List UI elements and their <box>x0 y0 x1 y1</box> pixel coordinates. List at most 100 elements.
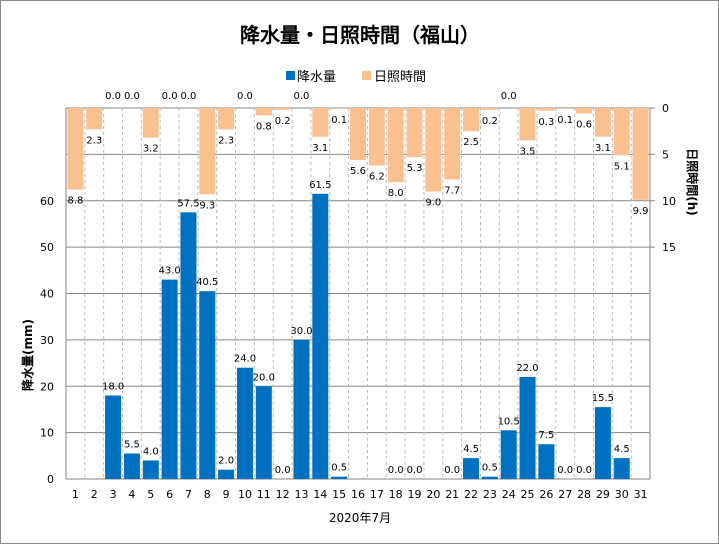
sunshine-data-label: 0.8 <box>256 121 272 132</box>
y2-tick-label: 15 <box>662 241 676 254</box>
sunshine-data-label: 0.0 <box>237 91 253 102</box>
sunshine-data-label: 0.2 <box>275 116 291 127</box>
y-axis-label: 降水量(mm) <box>20 319 35 391</box>
x-tick-label: 28 <box>577 488 591 501</box>
precip-bar <box>613 458 630 479</box>
y2-tick-label: 0 <box>662 102 669 115</box>
sunshine-data-label: 2.3 <box>218 135 234 146</box>
sunshine-bar <box>576 108 593 114</box>
x-tick-label: 19 <box>408 488 422 501</box>
sunshine-data-label: 0.0 <box>124 91 140 102</box>
precip-bar <box>500 430 517 479</box>
sunshine-bar <box>349 108 367 160</box>
legend-label-sunshine: 日照時間 <box>374 70 426 85</box>
x-axis-label: 2020年7月 <box>329 511 391 525</box>
precip-data-label: 0.0 <box>576 465 592 476</box>
precip-bar <box>161 279 178 479</box>
sunshine-data-label: 0.6 <box>576 120 592 131</box>
sunshine-bar <box>519 108 536 141</box>
legend-label-precip: 降水量 <box>297 70 336 85</box>
precip-bar <box>293 339 310 479</box>
sunshine-data-label: 5.3 <box>407 163 423 174</box>
x-tick-label: 15 <box>332 488 346 501</box>
sunshine-data-label: 0.0 <box>162 91 178 102</box>
x-tick-label: 27 <box>558 488 572 501</box>
x-tick-label: 30 <box>615 488 629 501</box>
y-tick-label: 50 <box>40 241 54 254</box>
sunshine-bar <box>481 108 498 110</box>
sunshine-data-label: 0.0 <box>105 91 121 102</box>
sunshine-bar <box>444 108 461 180</box>
precip-data-label: 0.0 <box>444 465 460 476</box>
precip-data-label: 57.5 <box>177 198 199 209</box>
precip-data-label: 18.0 <box>102 382 124 393</box>
precip-bar <box>519 376 536 479</box>
sunshine-bar <box>331 108 348 109</box>
precip-bar <box>481 476 498 479</box>
y-tick-label: 20 <box>40 380 54 393</box>
precip-data-label: 0.0 <box>407 465 423 476</box>
x-tick-label: 21 <box>445 488 459 501</box>
x-tick-label: 25 <box>521 488 535 501</box>
precip-bar <box>218 469 235 479</box>
sunshine-bar <box>274 108 291 110</box>
x-tick-label: 8 <box>204 488 211 501</box>
sunshine-bar <box>406 108 423 158</box>
y-tick-label: 40 <box>40 288 54 301</box>
sunshine-data-label: 0.0 <box>294 91 310 102</box>
sunshine-bar <box>312 108 329 137</box>
y-tick-label: 0 <box>47 473 54 486</box>
sunshine-data-label: 9.9 <box>633 206 649 217</box>
x-tick-label: 5 <box>147 488 154 501</box>
precip-bar <box>236 367 253 479</box>
sunshine-data-label: 0.3 <box>538 117 554 128</box>
precip-data-label: 0.0 <box>557 465 573 476</box>
sunshine-data-label: 0.2 <box>482 116 498 127</box>
sunshine-data-label: 9.3 <box>199 200 215 211</box>
x-tick-label: 7 <box>185 488 192 501</box>
sunshine-data-label: 2.5 <box>463 137 479 148</box>
precip-data-label: 20.0 <box>253 372 275 383</box>
sunshine-bar <box>425 108 442 192</box>
precip-data-label: 24.0 <box>234 354 256 365</box>
legend-swatch-sunshine <box>362 71 371 80</box>
precip-data-label: 7.5 <box>538 430 554 441</box>
precip-bar <box>105 395 122 479</box>
sunshine-bar <box>387 108 404 183</box>
precip-data-label: 15.5 <box>592 393 614 404</box>
sunshine-data-label: 6.2 <box>369 172 385 183</box>
sunshine-bar <box>67 108 84 190</box>
precip-data-label: 40.5 <box>196 277 218 288</box>
sunshine-data-label: 5.6 <box>350 166 366 177</box>
sunshine-bar <box>613 108 630 156</box>
sunshine-bar <box>199 108 216 195</box>
y2-axis-label: 日照時間(h) <box>685 148 700 216</box>
precip-data-label: 43.0 <box>158 266 180 277</box>
x-tick-label: 22 <box>464 488 478 501</box>
sunshine-data-label: 3.1 <box>595 143 611 154</box>
x-tick-label: 29 <box>596 488 610 501</box>
sunshine-data-label: 3.1 <box>312 143 328 154</box>
precip-bar <box>180 212 197 479</box>
chart-title: 降水量・日照時間（福山） <box>240 23 480 47</box>
sunshine-data-label: 0.0 <box>180 91 196 102</box>
sunshine-data-label: 5.1 <box>614 161 630 172</box>
sunshine-bar <box>255 108 272 116</box>
precip-data-label: 61.5 <box>309 180 331 191</box>
y2-tick-label: 5 <box>662 148 669 161</box>
sunshine-data-label: 0.0 <box>501 91 517 102</box>
x-tick-label: 13 <box>294 488 308 501</box>
sunshine-bar <box>86 108 103 130</box>
precip-bar <box>123 453 140 479</box>
sunshine-data-label: 0.1 <box>557 115 573 126</box>
x-tick-label: 4 <box>128 488 135 501</box>
precip-data-label: 30.0 <box>290 326 312 337</box>
precip-data-label: 5.5 <box>124 439 140 450</box>
sunshine-bar <box>632 108 649 200</box>
sunshine-data-label: 8.8 <box>67 196 83 207</box>
precip-bar <box>142 460 159 479</box>
x-tick-label: 20 <box>426 488 440 501</box>
x-tick-label: 12 <box>276 488 290 501</box>
sunshine-data-label: 8.0 <box>388 188 404 199</box>
